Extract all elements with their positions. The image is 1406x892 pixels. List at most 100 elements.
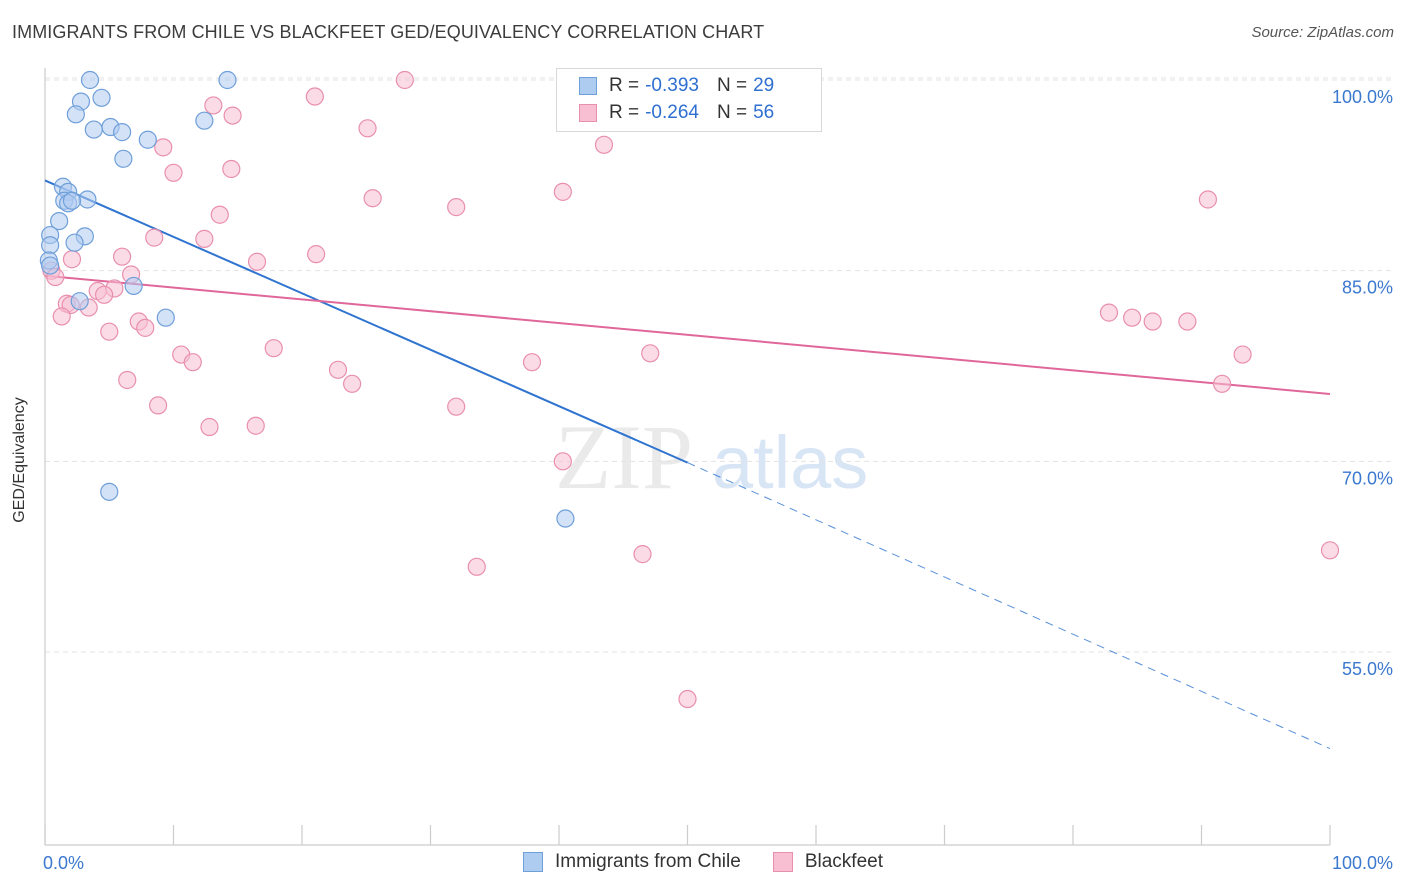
blackfeet-point: [395, 70, 414, 90]
legend-label-blackfeet: Blackfeet: [804, 851, 883, 872]
blackfeet-point: [183, 353, 202, 372]
blackfeet-point: [222, 159, 241, 179]
blackfeet-point: [62, 250, 82, 269]
chile-point: [138, 130, 157, 149]
blackfeet-point: [328, 360, 348, 379]
legend-swatch-blackfeet: [772, 852, 793, 872]
blackfeet-point: [1143, 312, 1162, 331]
chile-point: [218, 70, 237, 90]
blackfeet-point: [522, 353, 542, 372]
legend-row-blackfeet: R = -0.264 N = 56: [579, 100, 774, 126]
legend-item-blackfeet[interactable]: Blackfeet: [772, 851, 883, 873]
blackfeet-point: [112, 247, 132, 266]
axes: [44, 68, 1331, 846]
blackfeet-point: [641, 344, 660, 363]
chile-point: [80, 70, 100, 90]
data-points: [39, 70, 1340, 709]
blackfeet-point: [343, 374, 362, 393]
y-tick-label: 55.0%: [1342, 659, 1393, 679]
y-axis-label: GED/Equivalency: [11, 397, 28, 523]
blackfeet-point: [594, 135, 614, 154]
chile-point: [556, 509, 575, 528]
chart-title: IMMIGRANTS FROM CHILE VS BLACKFEET GED/E…: [12, 22, 765, 42]
blackfeet-point: [1320, 541, 1340, 560]
blackfeet-point: [1123, 308, 1142, 327]
blackfeet-point: [223, 106, 242, 125]
legend-n-label: N =: [716, 102, 748, 123]
watermark-atlas: atlas: [712, 421, 868, 504]
chile-point: [112, 123, 132, 142]
blackfeet-point: [247, 252, 267, 271]
blackfeet-point: [100, 322, 119, 341]
blackfeet-point: [467, 557, 486, 576]
trend-lines: [44, 179, 1331, 750]
blackfeet-point: [154, 138, 173, 157]
blackfeet-point: [204, 96, 223, 115]
blackfeet-point: [148, 396, 168, 415]
blackfeet-point: [118, 370, 137, 390]
chile-point: [78, 190, 97, 209]
blackfeet-trend-line: [44, 274, 1331, 395]
blackfeet-point: [95, 285, 114, 304]
legend-label-chile: Immigrants from Chile: [555, 851, 741, 872]
chile-point: [41, 256, 60, 275]
legend-n-value: 29: [753, 75, 775, 96]
blackfeet-point: [678, 689, 697, 709]
y-tick-label: 100.0%: [1332, 87, 1393, 107]
chile-point: [92, 88, 111, 107]
blackfeet-point: [447, 198, 466, 217]
blackfeet-point: [195, 229, 214, 248]
source-label: Source: ZipAtlas.com: [1251, 24, 1394, 41]
blackfeet-point: [200, 417, 219, 437]
blackfeet-point: [1178, 312, 1197, 331]
blackfeet-point: [363, 189, 382, 208]
blackfeet-point: [1099, 303, 1119, 322]
chile-point: [41, 236, 60, 255]
blackfeet-point: [553, 452, 572, 471]
blackfeet-point: [145, 228, 164, 247]
watermark-zip: ZIP: [555, 406, 693, 508]
chile-point: [84, 120, 103, 139]
chile-point: [124, 276, 143, 296]
legend-r-value: -0.393: [645, 75, 699, 96]
x-tick-label: 0.0%: [43, 853, 84, 873]
chile-point: [70, 292, 89, 311]
blackfeet-point: [52, 307, 71, 326]
legend-swatch-chile: [579, 77, 597, 95]
chile-point: [50, 211, 69, 231]
y-tick-label: 85.0%: [1342, 278, 1393, 298]
legend-item-chile[interactable]: Immigrants from Chile: [523, 851, 741, 873]
blackfeet-point: [447, 397, 466, 416]
stats-legend: R = -0.393 N = 29 R = -0.264 N = 56: [556, 68, 822, 132]
chile-point: [66, 105, 85, 124]
blackfeet-point: [164, 163, 183, 182]
gridlines: [45, 77, 1395, 653]
chile-point: [100, 482, 119, 501]
tick-labels: 100.0% 85.0% 70.0% 55.0% 0.0% 100.0%: [43, 87, 1393, 873]
chile-trend-extension: [687, 462, 1331, 750]
legend-r-label: R =: [609, 75, 640, 96]
x-tick-label: 100.0%: [1332, 853, 1393, 873]
legend-n-label: N =: [716, 75, 748, 96]
watermark: ZIP atlas: [555, 406, 868, 508]
legend-swatch-blackfeet: [579, 104, 597, 122]
chile-point: [114, 149, 133, 168]
blackfeet-point: [136, 318, 155, 337]
blackfeet-point: [246, 416, 265, 435]
blackfeet-point: [1212, 374, 1232, 393]
legend-r-label: R =: [609, 102, 640, 123]
legend-swatch-chile: [523, 852, 543, 872]
chile-point: [195, 111, 214, 130]
blackfeet-point: [1233, 345, 1252, 364]
y-tick-label: 70.0%: [1342, 468, 1393, 488]
chile-point: [65, 233, 84, 252]
chile-point: [62, 191, 82, 210]
blackfeet-point: [553, 182, 572, 201]
blackfeet-point: [307, 245, 326, 264]
blackfeet-point: [210, 205, 229, 224]
legend-r-value: -0.264: [645, 102, 699, 123]
blackfeet-point: [1198, 190, 1218, 209]
chile-point: [156, 308, 175, 327]
blackfeet-point: [264, 339, 283, 358]
